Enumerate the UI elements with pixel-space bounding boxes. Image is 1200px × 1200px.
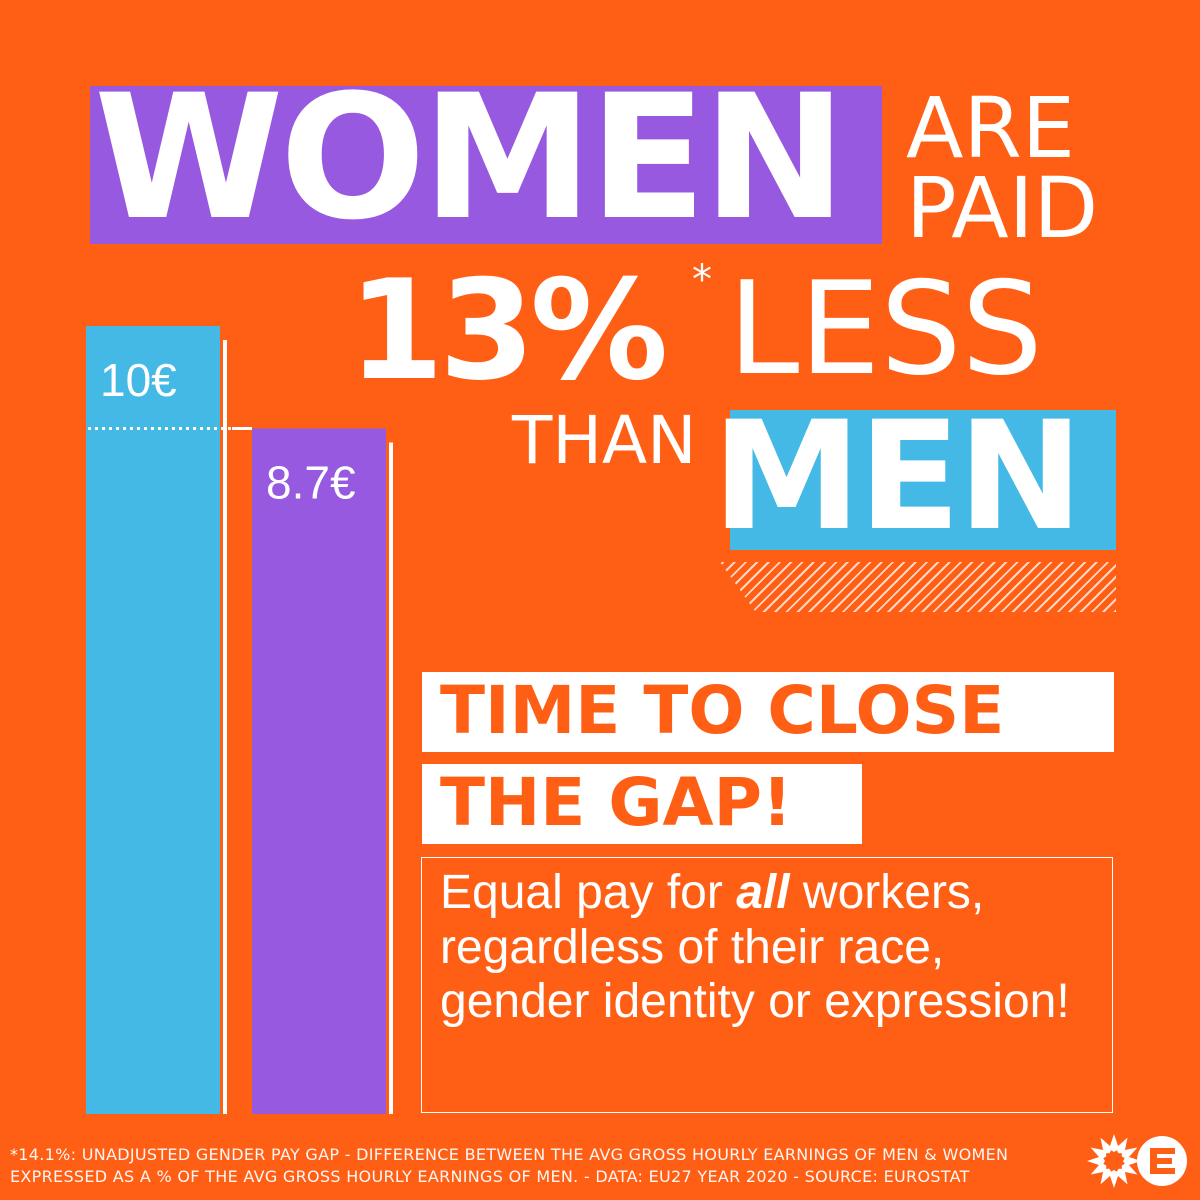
bar-1 bbox=[86, 326, 220, 1114]
e-circle-icon bbox=[1137, 1136, 1187, 1186]
headline-women: WOMEN bbox=[94, 57, 847, 258]
headline-than: THAN bbox=[512, 402, 697, 479]
bar-label-2: 8.7€ bbox=[266, 456, 356, 508]
headline-less: LESS bbox=[728, 255, 1043, 404]
message-emphasis: all bbox=[736, 866, 790, 919]
cta-line-1: TIME TO CLOSE bbox=[440, 672, 1005, 749]
hatch-decoration bbox=[720, 562, 1116, 612]
pay-bar-chart: 10€ 8.7€ bbox=[86, 326, 393, 1114]
bar-2 bbox=[252, 428, 386, 1114]
party-logo bbox=[1087, 1134, 1187, 1188]
message-box bbox=[421, 857, 1113, 1113]
headline-are: ARE bbox=[906, 79, 1075, 177]
message-text-end: workers, regardless of their race, gende… bbox=[440, 866, 1070, 1029]
cta-line-2: THE GAP! bbox=[440, 764, 793, 841]
footnote-line-2: EXPRESSED AS A % OF THE AVG GROSS HOURLY… bbox=[10, 1166, 970, 1186]
message-text: Equal pay for all workers, regardless of… bbox=[440, 866, 1100, 1030]
bar-label-1: 10€ bbox=[100, 354, 177, 406]
headline-asterisk: * bbox=[692, 257, 712, 303]
cta-box-line-2 bbox=[422, 764, 862, 844]
women-highlight-box bbox=[90, 86, 882, 244]
men-highlight-box bbox=[730, 410, 1116, 550]
headline-percent: 13% bbox=[348, 250, 668, 411]
footnote: *14.1%: UNADJUSTED GENDER PAY GAP - DIFF… bbox=[10, 1144, 1070, 1187]
headline-men: MEN bbox=[712, 390, 1083, 564]
sunflower-icon bbox=[1087, 1134, 1141, 1188]
message-text-start: Equal pay for bbox=[440, 866, 737, 919]
headline-paid: PAID bbox=[906, 159, 1099, 257]
footnote-line-1: *14.1%: UNADJUSTED GENDER PAY GAP - DIFF… bbox=[10, 1145, 1009, 1164]
cta-box-line-1 bbox=[422, 672, 1114, 752]
